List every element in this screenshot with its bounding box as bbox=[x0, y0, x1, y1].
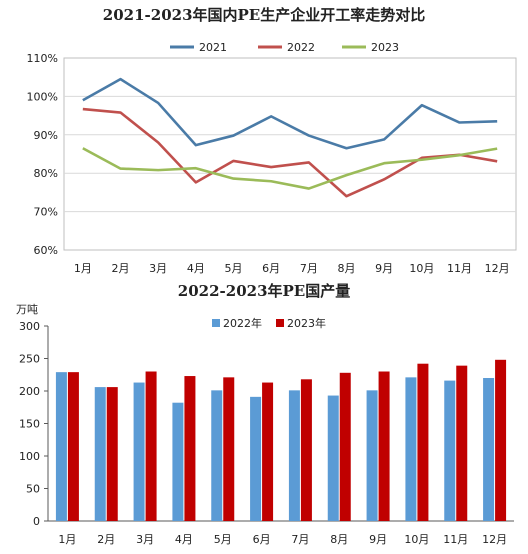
bar-2022年-4月 bbox=[172, 402, 184, 521]
series-line-2022 bbox=[82, 107, 498, 198]
bar-2023年-6月 bbox=[262, 382, 274, 521]
bar-x-tick-label: 5月 bbox=[214, 533, 232, 546]
bar-2023年-7月 bbox=[300, 379, 312, 521]
bar-y-tick-label: 300 bbox=[19, 320, 40, 333]
line-x-tick-label: 12月 bbox=[485, 262, 510, 275]
bar-series-group bbox=[55, 359, 507, 521]
bar-2022年-3月 bbox=[133, 382, 145, 521]
line-plot-area bbox=[63, 57, 517, 251]
bar-2023年-12月 bbox=[495, 359, 507, 521]
series-line-2023 bbox=[82, 147, 498, 190]
line-y-tick-label: 110% bbox=[27, 52, 58, 65]
bar-2023年-4月 bbox=[184, 376, 196, 521]
line-x-tick-label: 6月 bbox=[262, 262, 280, 275]
series-line-2021 bbox=[82, 77, 498, 150]
line-y-tick-label: 60% bbox=[34, 244, 58, 257]
bar-2022年-6月 bbox=[250, 396, 262, 521]
bar-y-tick-label: 100 bbox=[19, 450, 40, 463]
bar-legend: 2022年 2023年 bbox=[212, 316, 326, 330]
bar-2022年-1月 bbox=[55, 372, 67, 521]
line-x-tick-label: 5月 bbox=[225, 262, 243, 275]
bar-2023年-3月 bbox=[145, 371, 157, 521]
line-legend: 2021 2022 2023 bbox=[170, 41, 399, 54]
bar-2023年-8月 bbox=[339, 372, 351, 521]
line-x-axis: 1月 2月 3月 4月 5月 6月 7月 8月 9月 10月 11月 12月 bbox=[74, 262, 510, 275]
legend-swatch-2023年 bbox=[276, 319, 284, 327]
bar-x-tick-label: 12月 bbox=[482, 533, 507, 546]
legend-label-2022: 2022 bbox=[287, 41, 315, 54]
bar-x-tick-label: 10月 bbox=[404, 533, 429, 546]
bar-y-tick-label: 0 bbox=[33, 515, 40, 528]
bar-x-tick-label: 3月 bbox=[136, 533, 154, 546]
line-x-tick-label: 4月 bbox=[187, 262, 205, 275]
bar-y-axis: 0 50 100 150 200 250 300 bbox=[19, 320, 514, 528]
line-series-group bbox=[82, 77, 498, 198]
line-x-tick-label: 7月 bbox=[300, 262, 318, 275]
line-x-tick-label: 11月 bbox=[447, 262, 472, 275]
bar-x-tick-label: 2月 bbox=[97, 533, 115, 546]
bar-2023年-10月 bbox=[417, 363, 429, 521]
bar-2022年-8月 bbox=[327, 395, 339, 521]
legend-label-2022年: 2022年 bbox=[223, 316, 262, 330]
bar-x-tick-label: 8月 bbox=[330, 533, 348, 546]
line-y-axis: 60% 70% 80% 90% 100% 110% bbox=[27, 52, 516, 257]
bar-2022年-12月 bbox=[483, 378, 495, 521]
bar-2022年-9月 bbox=[366, 390, 378, 521]
bar-x-tick-label: 7月 bbox=[291, 533, 309, 546]
line-x-tick-label: 2月 bbox=[112, 262, 130, 275]
bar-2022年-7月 bbox=[288, 390, 300, 521]
line-x-tick-label: 8月 bbox=[338, 262, 356, 275]
bar-y-tick-label: 250 bbox=[19, 353, 40, 366]
bar-x-tick-label: 6月 bbox=[253, 533, 271, 546]
bar-y-tick-label: 150 bbox=[19, 418, 40, 431]
bar-chart: 2022-2023年PE国产量 万吨 0 50 100 150 200 250 300 1月… bbox=[16, 282, 514, 546]
bar-2022年-2月 bbox=[94, 387, 106, 521]
bar-y-tick-label: 200 bbox=[19, 385, 40, 398]
bar-x-axis: 1月 2月 3月 4月 5月 6月 7月 8月 9月 10月 11月 12月 bbox=[58, 533, 507, 546]
legend-label-2023: 2023 bbox=[371, 41, 399, 54]
line-y-tick-label: 80% bbox=[34, 167, 58, 180]
line-x-tick-label: 1月 bbox=[74, 262, 92, 275]
bar-chart-title: 2022-2023年PE国产量 bbox=[178, 282, 350, 300]
bar-x-tick-label: 1月 bbox=[58, 533, 76, 546]
bar-2022年-5月 bbox=[211, 390, 223, 521]
bar-2022年-11月 bbox=[444, 380, 456, 521]
bar-x-tick-label: 4月 bbox=[175, 533, 193, 546]
bar-unit-label: 万吨 bbox=[16, 303, 38, 316]
line-x-tick-label: 3月 bbox=[149, 262, 167, 275]
bar-x-tick-label: 9月 bbox=[369, 533, 387, 546]
line-x-tick-label: 9月 bbox=[375, 262, 393, 275]
line-chart: 2021-2023年国内PE生产企业开工率走势对比 60% 70% 80% 90% 10… bbox=[27, 6, 517, 275]
line-y-tick-label: 100% bbox=[27, 90, 58, 103]
bar-x-tick-label: 11月 bbox=[443, 533, 468, 546]
bar-2023年-5月 bbox=[223, 377, 235, 521]
line-chart-title: 2021-2023年国内PE生产企业开工率走势对比 bbox=[103, 6, 425, 24]
bar-2023年-9月 bbox=[378, 371, 390, 521]
legend-label-2021: 2021 bbox=[199, 41, 227, 54]
legend-label-2023年: 2023年 bbox=[287, 316, 326, 330]
legend-swatch-2022年 bbox=[212, 319, 220, 327]
line-y-tick-label: 70% bbox=[34, 206, 58, 219]
bar-2023年-2月 bbox=[106, 387, 118, 521]
bar-y-tick-label: 50 bbox=[26, 483, 40, 496]
line-x-tick-label: 10月 bbox=[409, 262, 434, 275]
line-y-tick-label: 90% bbox=[34, 129, 58, 142]
bar-2022年-10月 bbox=[405, 377, 417, 521]
bar-2023年-11月 bbox=[456, 365, 468, 521]
bar-2023年-1月 bbox=[67, 372, 79, 521]
